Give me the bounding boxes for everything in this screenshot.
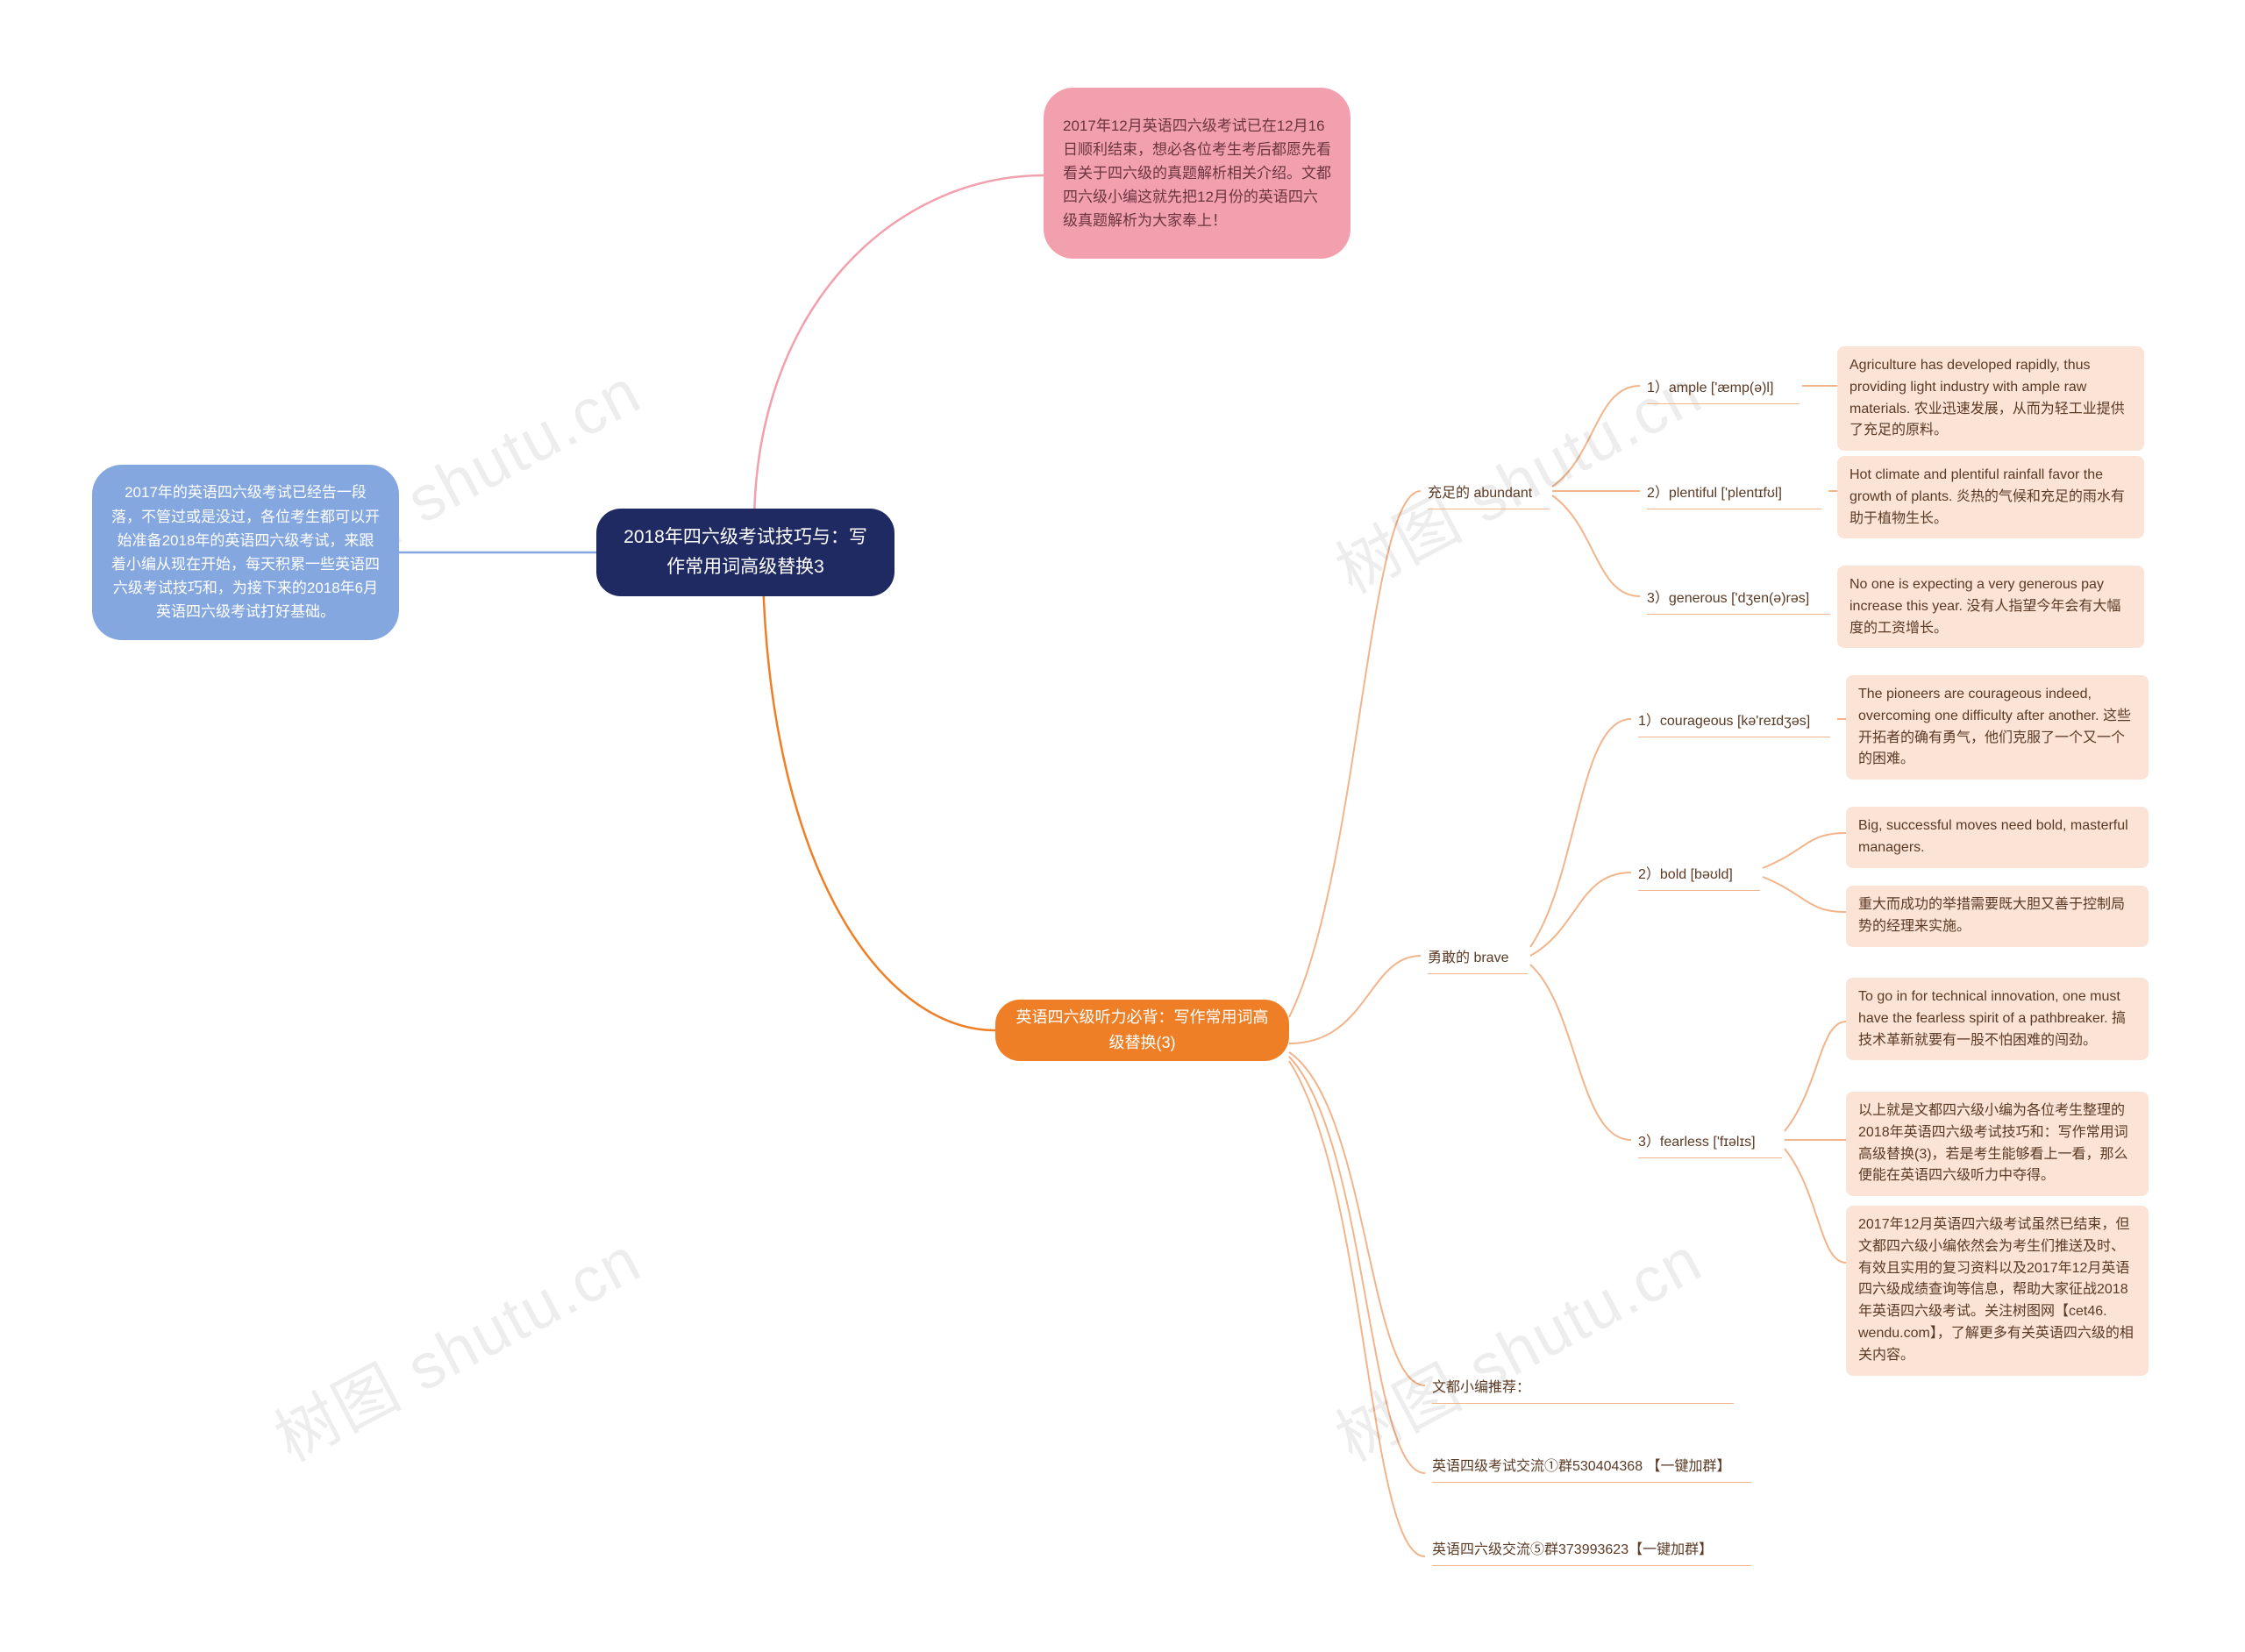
tail-1: 文都小编推荐： — [1425, 1372, 1741, 1409]
top-pink-text: 2017年12月英语四六级考试已在12月16日顺利结束，想必各位考生考后都愿先看… — [1063, 114, 1331, 233]
brave-word-2: 2）bold [bəʊld] — [1631, 859, 1767, 896]
brave-note-3a: To go in for technical innovation, one m… — [1846, 978, 2149, 1060]
left-blue-node: 2017年的英语四六级考试已经告一段落，不管过或是没过，各位考生都可以开始准备2… — [92, 465, 399, 640]
abundant-word-2: 2）plentiful ['plentɪfʊl] — [1640, 478, 1828, 515]
abundant-note-2: Hot climate and plentiful rainfall favor… — [1837, 456, 2144, 538]
abundant-word-3: 3）generous ['dʒen(ə)rəs] — [1640, 583, 1837, 620]
abundant-label-text: 充足的 abundant — [1428, 483, 1550, 509]
brave-note-2b: 重大而成功的举措需要既大胆又善于控制局势的经理来实施。 — [1846, 886, 2149, 947]
root-node: 2018年四六级考试技巧与：写作常用词高级替换3 — [596, 509, 894, 596]
tail-2: 英语四级考试交流①群530404368 【一键加群】 — [1425, 1451, 1758, 1488]
brave-note-3c: 2017年12月英语四六级考试虽然已结束，但文都四六级小编依然会为考生们推送及时… — [1846, 1206, 2149, 1376]
brave-word-3: 3）fearless ['fɪəlɪs] — [1631, 1127, 1789, 1164]
brave-label-text: 勇敢的 brave — [1428, 948, 1528, 974]
abundant-label: 充足的 abundant — [1421, 478, 1557, 515]
brave-note-3b: 以上就是文都四六级小编为各位考生整理的2018年英语四六级考试技巧和：写作常用词… — [1846, 1092, 2149, 1196]
abundant-note-3: No one is expecting a very generous pay … — [1837, 566, 2144, 648]
orange-hub-node: 英语四六级听力必背：写作常用词高级替换(3) — [995, 1000, 1289, 1061]
watermark: 树图 shutu.cn — [256, 1209, 654, 1479]
orange-hub-text: 英语四六级听力必背：写作常用词高级替换(3) — [1015, 1005, 1270, 1056]
root-text: 2018年四六级考试技巧与：写作常用词高级替换3 — [616, 523, 875, 581]
brave-note-1a: The pioneers are courageous indeed, over… — [1846, 675, 2149, 780]
abundant-word-1: 1）ample ['æmp(ə)l] — [1640, 373, 1807, 409]
brave-note-2a: Big, successful moves need bold, masterf… — [1846, 807, 2149, 868]
watermark: 树图 shutu.cn — [1317, 1209, 1715, 1479]
tail-3: 英语四六级交流⑤群373993623【一键加群】 — [1425, 1535, 1758, 1571]
left-blue-text: 2017年的英语四六级考试已经告一段落，不管过或是没过，各位考生都可以开始准备2… — [111, 481, 380, 623]
top-pink-node: 2017年12月英语四六级考试已在12月16日顺利结束，想必各位考生考后都愿先看… — [1044, 88, 1351, 259]
abundant-note-1: Agriculture has developed rapidly, thus … — [1837, 346, 2144, 451]
brave-word-1: 1）courageous [kə'reɪdʒəs] — [1631, 706, 1837, 743]
brave-label: 勇敢的 brave — [1421, 943, 1535, 979]
